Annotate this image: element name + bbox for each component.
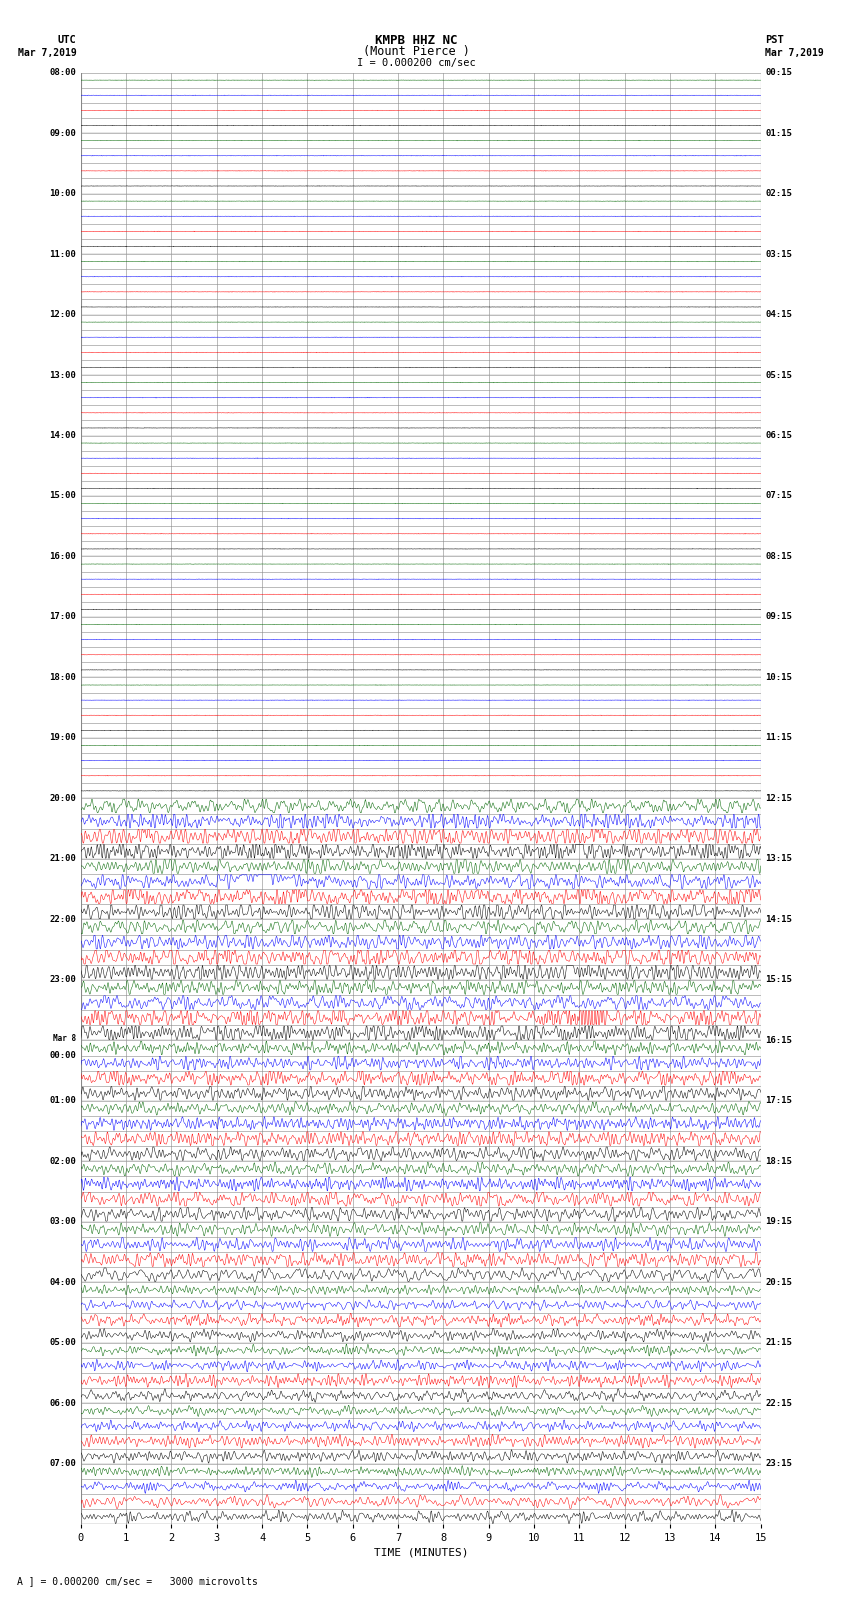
Text: Mar 7,2019: Mar 7,2019 [765, 48, 824, 58]
Text: 06:00: 06:00 [49, 1398, 76, 1408]
X-axis label: TIME (MINUTES): TIME (MINUTES) [373, 1547, 468, 1558]
Text: 02:00: 02:00 [49, 1157, 76, 1166]
Text: 15:00: 15:00 [49, 492, 76, 500]
Text: 21:15: 21:15 [765, 1339, 792, 1347]
Text: 05:15: 05:15 [765, 371, 792, 379]
Text: 17:15: 17:15 [765, 1097, 792, 1105]
Text: 08:00: 08:00 [49, 68, 76, 77]
Text: 09:15: 09:15 [765, 613, 792, 621]
Text: 19:00: 19:00 [49, 734, 76, 742]
Text: 18:15: 18:15 [765, 1157, 792, 1166]
Text: Mar 7,2019: Mar 7,2019 [18, 48, 76, 58]
Text: 00:00: 00:00 [49, 1052, 76, 1060]
Text: 22:00: 22:00 [49, 915, 76, 924]
Text: I = 0.000200 cm/sec: I = 0.000200 cm/sec [357, 58, 476, 68]
Text: 23:15: 23:15 [765, 1460, 792, 1468]
Text: 20:15: 20:15 [765, 1277, 792, 1287]
Text: 12:00: 12:00 [49, 310, 76, 319]
Text: 05:00: 05:00 [49, 1339, 76, 1347]
Text: 16:15: 16:15 [765, 1036, 792, 1045]
Text: 21:00: 21:00 [49, 855, 76, 863]
Text: 07:00: 07:00 [49, 1460, 76, 1468]
Text: 07:15: 07:15 [765, 492, 792, 500]
Text: 04:00: 04:00 [49, 1277, 76, 1287]
Text: 23:00: 23:00 [49, 976, 76, 984]
Text: 01:15: 01:15 [765, 129, 792, 137]
Text: 13:15: 13:15 [765, 855, 792, 863]
Text: 19:15: 19:15 [765, 1218, 792, 1226]
Text: UTC: UTC [58, 35, 76, 45]
Text: Mar 8: Mar 8 [54, 1034, 76, 1044]
Text: 04:15: 04:15 [765, 310, 792, 319]
Text: 14:00: 14:00 [49, 431, 76, 440]
Text: 12:15: 12:15 [765, 794, 792, 803]
Text: 16:00: 16:00 [49, 552, 76, 561]
Text: 08:15: 08:15 [765, 552, 792, 561]
Text: 03:00: 03:00 [49, 1218, 76, 1226]
Text: 17:00: 17:00 [49, 613, 76, 621]
Text: 22:15: 22:15 [765, 1398, 792, 1408]
Text: 11:00: 11:00 [49, 250, 76, 258]
Text: 15:15: 15:15 [765, 976, 792, 984]
Text: 03:15: 03:15 [765, 250, 792, 258]
Text: KMPB HHZ NC: KMPB HHZ NC [375, 34, 458, 47]
Text: A ] = 0.000200 cm/sec =   3000 microvolts: A ] = 0.000200 cm/sec = 3000 microvolts [17, 1576, 258, 1586]
Text: 09:00: 09:00 [49, 129, 76, 137]
Text: (Mount Pierce ): (Mount Pierce ) [363, 45, 470, 58]
Text: 06:15: 06:15 [765, 431, 792, 440]
Text: PST: PST [765, 35, 784, 45]
Text: 10:00: 10:00 [49, 189, 76, 198]
Text: 18:00: 18:00 [49, 673, 76, 682]
Text: 20:00: 20:00 [49, 794, 76, 803]
Text: 10:15: 10:15 [765, 673, 792, 682]
Text: 11:15: 11:15 [765, 734, 792, 742]
Text: 13:00: 13:00 [49, 371, 76, 379]
Text: 02:15: 02:15 [765, 189, 792, 198]
Text: 14:15: 14:15 [765, 915, 792, 924]
Text: 00:15: 00:15 [765, 68, 792, 77]
Text: 01:00: 01:00 [49, 1097, 76, 1105]
